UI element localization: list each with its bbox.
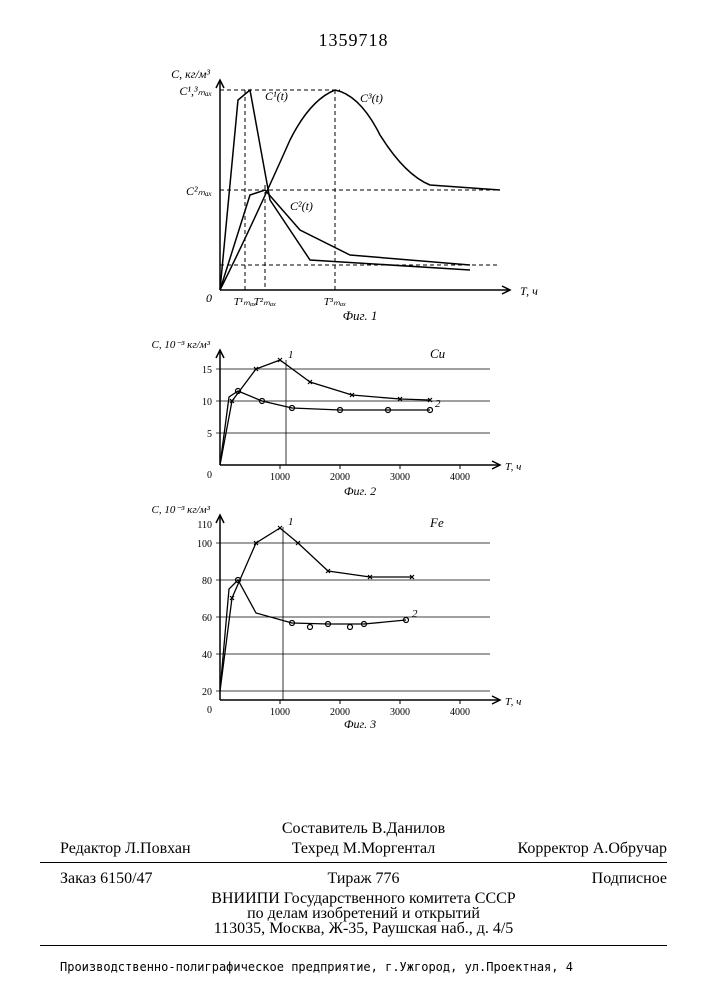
fig1-caption: Фиг. 1 [343, 308, 378, 320]
fig3-caption: Фиг. 3 [344, 717, 376, 730]
footer-subscription: Подписное [592, 870, 667, 888]
fig3-xtick-2: 3000 [390, 707, 410, 718]
fig3-markers-1 [230, 526, 414, 600]
fig2-caption: Фиг. 2 [344, 484, 376, 495]
fig1-xtick-1: T²ₘₐₓ [254, 296, 277, 308]
fig3-curve-2 [220, 580, 406, 691]
fig3-xlabel: Т, ч [505, 696, 521, 708]
footer-tirazh: Тираж 776 [327, 870, 399, 888]
fig2-curve-2 [220, 391, 430, 465]
figure-1: С, кг/м³ Т, ч C¹,³ₘₐₓ C²ₘₐₓ 0 T¹ₘₐₓ T²ₘₐ… [150, 60, 550, 320]
footer-corrector: Корректор А.Обручар [517, 840, 667, 858]
fig1-xlabel: Т, ч [520, 284, 538, 298]
footer-compiler: Составитель В.Данилов [60, 820, 667, 838]
footer-techred: Техред М.Моргентал [292, 840, 436, 858]
footer-row-order: Заказ 6150/47 Тираж 776 Подписное [60, 870, 667, 888]
fig1-xtick-2: T³ₘₐₓ [324, 296, 347, 308]
fig1-label-c3: C³(t) [360, 91, 383, 105]
fig1-label-c2: C²(t) [290, 199, 313, 213]
fig2-origin: 0 [207, 470, 212, 481]
footer-address: 113035, Москва, Ж-35, Раушская наб., д. … [60, 920, 667, 938]
fig3-ytick-1: 40 [202, 650, 212, 661]
fig3-xtick-0: 1000 [270, 707, 290, 718]
fig2-ytick-2: 15 [202, 365, 212, 376]
figure-3: С, 10⁻³ кг/м³ Т, ч Fe 20 40 60 80 100 11… [150, 500, 550, 730]
fig3-ylabel: С, 10⁻³ кг/м³ [151, 504, 210, 516]
fig3-curve-1 [220, 528, 412, 691]
fig1-origin: 0 [206, 291, 212, 305]
footer-rule-1 [40, 862, 667, 863]
fig3-xtick-3: 4000 [450, 707, 470, 718]
fig1-ytick-0: C¹,³ₘₐₓ [179, 84, 212, 98]
footer-editor: Редактор Л.Повхан [60, 840, 191, 858]
fig3-label-2: 2 [412, 608, 418, 620]
fig1-ylabel: С, кг/м³ [171, 67, 210, 81]
fig3-ytick-0: 20 [202, 687, 212, 698]
fig2-label-2: 2 [435, 398, 441, 410]
fig2-markers-1 [230, 358, 432, 403]
footer-rule-2 [40, 945, 667, 946]
page: 1359718 С, кг/м³ Т, ч C¹,³ₘₐₓ C²ₘₐₓ 0 T¹… [0, 0, 707, 1000]
fig2-ylabel: С, 10⁻³ кг/м³ [151, 339, 210, 351]
fig3-ytick-4: 100 [197, 539, 212, 550]
fig3-origin: 0 [207, 705, 212, 716]
fig2-xtick-3: 4000 [450, 472, 470, 483]
fig1-curve-c2 [220, 190, 470, 290]
document-number: 1359718 [319, 30, 389, 51]
fig2-xtick-1: 2000 [330, 472, 350, 483]
fig3-label-1: 1 [288, 516, 294, 528]
fig2-xlabel: Т, ч [505, 461, 521, 473]
figure-2: С, 10⁻³ кг/м³ Т, ч Cu 5 10 15 0 1000 200… [150, 335, 550, 495]
fig1-ytick-1: C²ₘₐₓ [186, 184, 212, 198]
footer-order: Заказ 6150/47 [60, 870, 153, 888]
fig2-xtick-0: 1000 [270, 472, 290, 483]
fig2-ytick-0: 5 [207, 429, 212, 440]
fig2-element: Cu [430, 346, 446, 361]
fig2-xtick-2: 3000 [390, 472, 410, 483]
fig2-label-1: 1 [288, 349, 294, 361]
fig3-ytick-2: 60 [202, 613, 212, 624]
fig3-element: Fe [429, 515, 444, 530]
footer-printer: Производственно-полиграфическое предприя… [60, 960, 667, 974]
fig2-markers-2 [236, 389, 433, 413]
fig3-ytick-5: 110 [197, 520, 212, 531]
fig1-label-c1: C¹(t) [265, 89, 288, 103]
fig2-curve-1 [220, 360, 430, 465]
fig3-ytick-3: 80 [202, 576, 212, 587]
footer-row-editors: Редактор Л.Повхан Техред М.Моргентал Кор… [60, 840, 667, 858]
fig2-ytick-1: 10 [202, 397, 212, 408]
